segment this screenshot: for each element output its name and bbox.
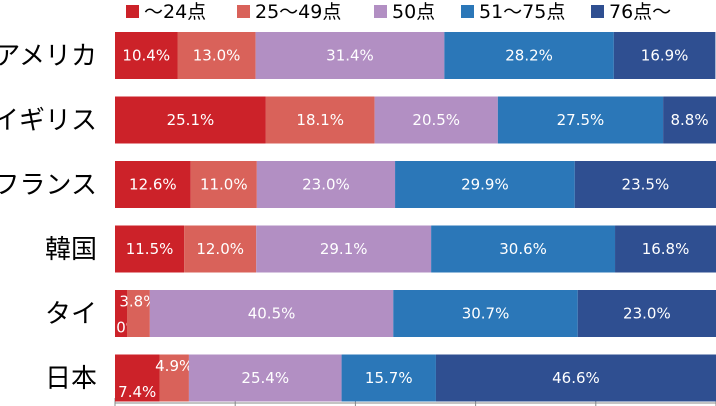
bar-segment [115,161,191,208]
data-label: 15.7% [365,369,413,387]
category-label: タイ [45,300,97,330]
data-label: 16.9% [641,47,689,65]
legend-label: 25～49点 [255,1,341,23]
bar-segment [188,354,342,402]
legend-label: 76点～ [609,1,671,23]
bar-segment [190,161,257,208]
data-label: 23.0% [623,305,671,323]
data-label: 11.0% [200,176,248,194]
legend-label: ～24点 [144,1,206,23]
data-label: 13.0% [193,47,241,65]
data-label: 46.6% [552,369,600,387]
data-label: 27.5% [557,111,605,129]
legend-swatch [461,5,474,18]
data-label: 12.0% [196,240,244,258]
bar-segment [256,161,396,208]
data-label: 10.4% [122,47,170,65]
bar-segment [256,225,432,273]
bar-segment [431,225,616,273]
data-label: 31.4% [326,47,374,65]
bar-segment [444,32,614,79]
data-label: 23.0% [302,176,350,194]
legend-label: 50点 [392,1,435,23]
bar-segment [255,32,445,79]
bar-segment [613,32,716,79]
data-label: 30.7% [462,305,510,323]
data-label: 29.1% [320,240,368,258]
bar-segment [115,354,160,402]
bar-segment [184,225,257,273]
bar-segment [393,290,578,337]
data-label: 4.9% [155,357,193,375]
category-label: アメリカ [0,42,97,72]
data-label: 25.4% [241,369,289,387]
data-label: 20.5% [412,111,460,129]
bar-segment [149,290,394,337]
legend-swatch [374,5,387,18]
bar-segment [115,32,178,79]
bar-segment [663,96,716,144]
data-label: 7.4% [118,383,156,401]
bar-segment [159,354,189,402]
bar-segment [435,354,716,402]
category-label: 日本 [45,364,97,394]
bar-segment [127,290,150,337]
bar-segment [341,354,436,402]
legend-swatch [237,5,250,18]
data-label: 3.8% [119,293,157,311]
bar-segment [265,96,375,144]
bar-segment [115,225,185,273]
data-label: 25.1% [167,111,215,129]
bar-segment [395,161,575,208]
bar-segment [115,290,128,337]
legend-label: 51～75点 [479,1,565,23]
data-label: 30.6% [499,240,547,258]
data-label: 29.9% [461,176,509,194]
bar-segment [374,96,498,144]
data-label: 40.5% [248,305,296,323]
data-label: 23.5% [622,176,670,194]
data-label: 11.5% [126,240,174,258]
category-label: フランス [0,171,97,201]
bar-segment [497,96,664,144]
category-label: 韓国 [45,235,97,265]
legend-swatch [591,5,604,18]
data-label: 28.2% [505,47,553,65]
data-label: 16.8% [642,240,690,258]
bar-segment [177,32,256,79]
data-label: 8.8% [671,111,709,129]
bar-segment [574,161,716,208]
bar-segment [577,290,716,337]
category-label: イギリス [0,106,97,136]
legend-swatch [126,5,139,18]
bar-segment [615,225,716,273]
data-label: 12.6% [129,176,177,194]
bar-segment [115,96,266,144]
data-label: 18.1% [296,111,344,129]
